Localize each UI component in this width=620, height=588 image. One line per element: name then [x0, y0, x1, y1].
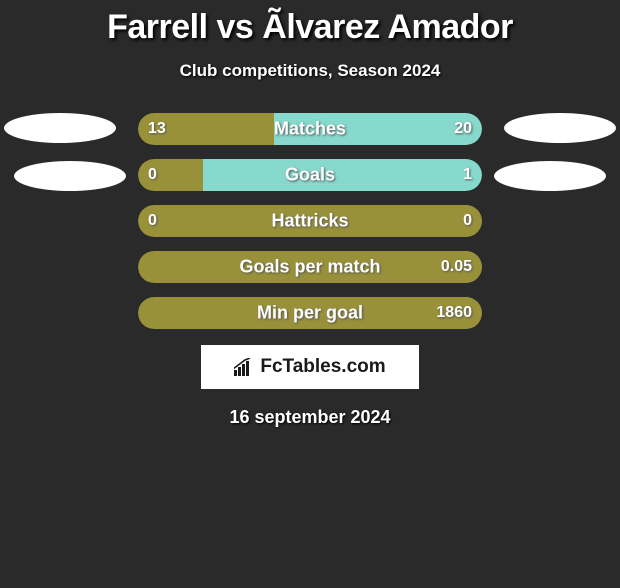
stat-label: Matches	[274, 119, 346, 140]
stat-left-value: 0	[148, 166, 157, 184]
stat-bar-right	[203, 159, 482, 191]
logo-badge[interactable]: FcTables.com	[201, 345, 419, 389]
stat-bar: 0 Goals 1	[138, 159, 482, 191]
stats-container: 13 Matches 20 0 Goals 1 0 Hattricks 0	[0, 113, 620, 329]
stat-bar: Goals per match 0.05	[138, 251, 482, 283]
stat-row: Goals per match 0.05	[138, 251, 482, 283]
stat-bar: 0 Hattricks 0	[138, 205, 482, 237]
stat-bar: Min per goal 1860	[138, 297, 482, 329]
stat-right-value: 0	[463, 212, 472, 230]
stat-right-value: 1	[463, 166, 472, 184]
stat-label: Goals	[285, 165, 335, 186]
stat-right-value: 20	[454, 120, 472, 138]
stat-row: 0 Hattricks 0	[138, 205, 482, 237]
stat-row: Min per goal 1860	[138, 297, 482, 329]
date-text: 16 september 2024	[0, 407, 620, 428]
stat-label: Min per goal	[257, 303, 363, 324]
logo-text: FcTables.com	[234, 356, 385, 378]
player-ellipse-right-1	[504, 113, 616, 143]
chart-icon	[234, 358, 256, 376]
stat-left-value: 0	[148, 212, 157, 230]
stat-bar: 13 Matches 20	[138, 113, 482, 145]
stat-label: Hattricks	[271, 211, 348, 232]
bars-wrapper: 13 Matches 20 0 Goals 1 0 Hattricks 0	[138, 113, 482, 329]
player-ellipse-left-2	[14, 161, 126, 191]
page-subtitle: Club competitions, Season 2024	[0, 61, 620, 81]
player-ellipse-left-1	[4, 113, 116, 143]
player-ellipse-right-2	[494, 161, 606, 191]
stat-right-value: 1860	[436, 304, 472, 322]
stat-left-value: 13	[148, 120, 166, 138]
logo-label: FcTables.com	[260, 356, 385, 378]
stat-row: 0 Goals 1	[138, 159, 482, 191]
stat-right-value: 0.05	[441, 258, 472, 276]
stat-row: 13 Matches 20	[138, 113, 482, 145]
page-title: Farrell vs Ãlvarez Amador	[0, 8, 620, 47]
stat-label: Goals per match	[239, 257, 380, 278]
